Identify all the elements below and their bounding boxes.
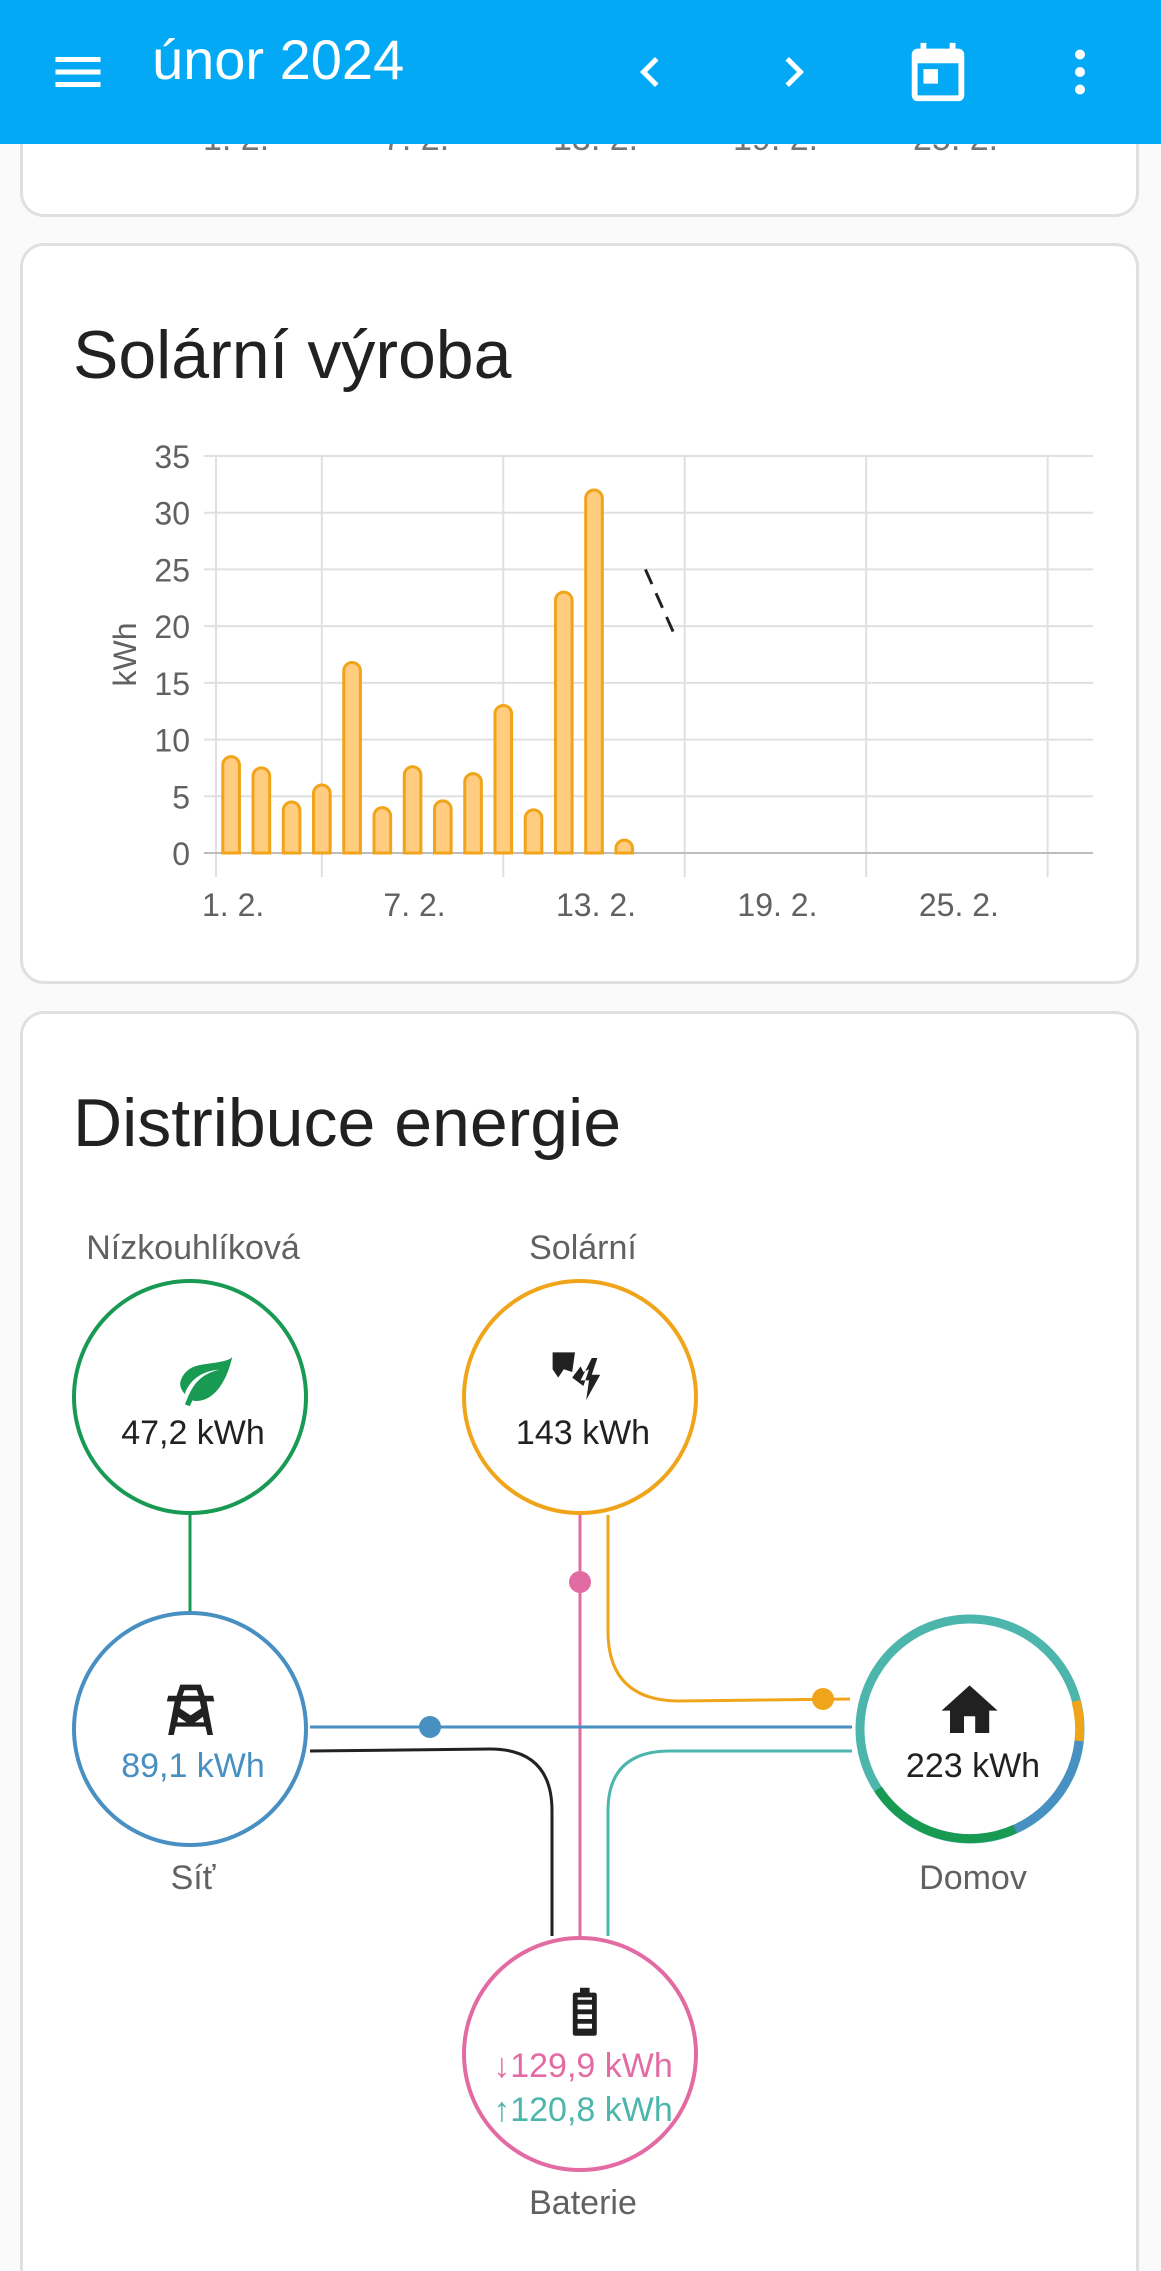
transmission-tower-icon xyxy=(166,1684,215,1735)
flow-dot xyxy=(419,1716,441,1738)
grid-label: Síť xyxy=(170,1859,216,1897)
y-tick-label: 10 xyxy=(154,723,190,759)
card-title: Distribuce energie xyxy=(73,1085,622,1161)
leaf-icon xyxy=(180,1356,233,1407)
bar[interactable] xyxy=(493,704,514,855)
y-tick-label: 15 xyxy=(154,666,190,702)
y-tick-label: 30 xyxy=(154,496,190,532)
energy-distribution-card: Distribuce energie xyxy=(20,1011,1139,2271)
menu-icon[interactable] xyxy=(28,22,128,122)
y-tick-label: 20 xyxy=(154,609,190,645)
grid-value[interactable]: 89,1 kWh xyxy=(121,1747,265,1785)
arrow-up-icon: ↑ xyxy=(493,2091,511,2129)
bar[interactable] xyxy=(402,765,423,855)
solar-power-icon xyxy=(552,1352,601,1400)
bar[interactable] xyxy=(614,838,635,855)
home-label: Domov xyxy=(919,1859,1027,1897)
calendar-icon[interactable] xyxy=(888,22,988,122)
flow-grid-battery xyxy=(309,1747,554,1936)
home-node xyxy=(855,1614,1085,1844)
lowcarbon-label: Nízkouhlíková xyxy=(86,1229,300,1267)
forecast-line xyxy=(644,568,678,639)
x-tick-label: 7. 2. xyxy=(383,887,445,923)
solar-production-card: Solární výroba 0 5 10 15 20 25 30 35 kWh 1. 2. 7. … xyxy=(20,243,1139,984)
x-tick-label: 1. 2. xyxy=(202,887,264,923)
solar-bar-chart[interactable]: 0 5 10 15 20 25 30 35 kWh 1. 2. 7. 2. 13. 2. 19. 2. 2… xyxy=(20,243,1139,984)
solar-label: Solární xyxy=(529,1229,637,1267)
bar[interactable] xyxy=(432,799,453,855)
x-tick-label: 13. 2. xyxy=(556,887,636,923)
grid-node xyxy=(72,1611,308,1847)
arrow-down-icon: ↓ xyxy=(493,2047,511,2085)
flow-battery-home xyxy=(606,1749,852,1936)
home-value[interactable]: 223 kWh xyxy=(905,1747,1041,1785)
flow-dot xyxy=(812,1688,834,1710)
flow-solar-home xyxy=(606,1515,851,1703)
y-tick-label: 0 xyxy=(172,836,190,872)
y-tick-label: 35 xyxy=(154,439,190,475)
bar[interactable] xyxy=(281,800,302,855)
more-vert-icon[interactable] xyxy=(1030,22,1130,122)
flow-dot xyxy=(569,1571,591,1593)
x-tick-label: 25. 2. xyxy=(919,887,999,923)
bar[interactable] xyxy=(221,755,241,855)
bar[interactable] xyxy=(342,661,362,855)
energy-flow-diagram xyxy=(72,1279,1085,2172)
lowcarbon-value[interactable]: 47,2 kWh xyxy=(121,1414,265,1452)
bar[interactable] xyxy=(372,806,393,855)
chevron-right-icon[interactable] xyxy=(744,22,844,122)
battery-out-value[interactable]: ↑120,8 kWh xyxy=(493,2091,673,2129)
bar[interactable] xyxy=(251,766,272,855)
y-axis-label: kWh xyxy=(107,623,143,687)
bar[interactable] xyxy=(523,808,544,855)
bar[interactable] xyxy=(584,488,604,855)
solar-node xyxy=(462,1279,698,1515)
battery-icon xyxy=(572,1987,597,2036)
x-tick-label: 19. 2. xyxy=(737,887,817,923)
bar[interactable] xyxy=(553,590,574,855)
bar[interactable] xyxy=(463,772,483,855)
solar-value[interactable]: 143 kWh xyxy=(515,1414,651,1452)
y-tick-label: 25 xyxy=(154,552,190,588)
chevron-left-icon[interactable] xyxy=(600,22,700,122)
battery-label: Baterie xyxy=(529,2184,637,2222)
battery-node xyxy=(462,1936,698,2172)
home-icon xyxy=(941,1685,998,1733)
bar[interactable] xyxy=(312,783,332,855)
app-bar: únor 2024 xyxy=(0,0,1161,144)
y-tick-label: 5 xyxy=(172,779,190,815)
battery-in-value[interactable]: ↓129,9 kWh xyxy=(493,2047,673,2085)
card-title: Solární výroba xyxy=(73,317,512,393)
page-title: únor 2024 xyxy=(152,28,405,91)
